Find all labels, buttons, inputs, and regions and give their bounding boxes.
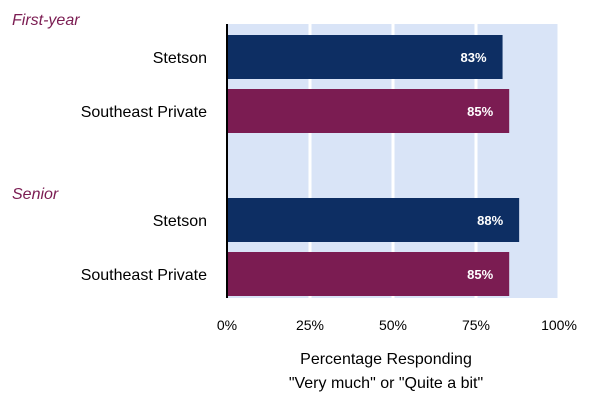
- x-tick-label: 75%: [462, 317, 490, 333]
- x-axis-title-line1: Percentage Responding: [300, 351, 472, 368]
- category-label: Southeast Private: [81, 267, 207, 284]
- x-tick-labels: 0% 25% 50% 75% 100%: [217, 317, 577, 333]
- x-tick-label: 25%: [296, 317, 324, 333]
- bar: [227, 89, 510, 133]
- group-label: Senior: [12, 186, 59, 203]
- bars: [227, 35, 520, 296]
- data-label: 85%: [467, 104, 493, 119]
- x-tick-label: 100%: [541, 317, 577, 333]
- category-label: Southeast Private: [81, 104, 207, 121]
- bar: [227, 198, 520, 242]
- x-tick-label: 0%: [217, 317, 237, 333]
- x-tick-label: 50%: [379, 317, 407, 333]
- bar: [227, 252, 510, 296]
- category-label: Stetson: [153, 50, 207, 67]
- data-label: 83%: [461, 50, 487, 65]
- category-label: Stetson: [153, 213, 207, 230]
- group-label: First-year: [12, 12, 80, 29]
- x-axis-title-line2: "Very much" or "Quite a bit": [289, 375, 483, 392]
- labels: First-year Stetson 83% Southeast Private 85%…: [12, 12, 504, 284]
- data-label: 88%: [477, 213, 503, 228]
- data-label: 85%: [467, 267, 493, 282]
- bar: [227, 35, 503, 79]
